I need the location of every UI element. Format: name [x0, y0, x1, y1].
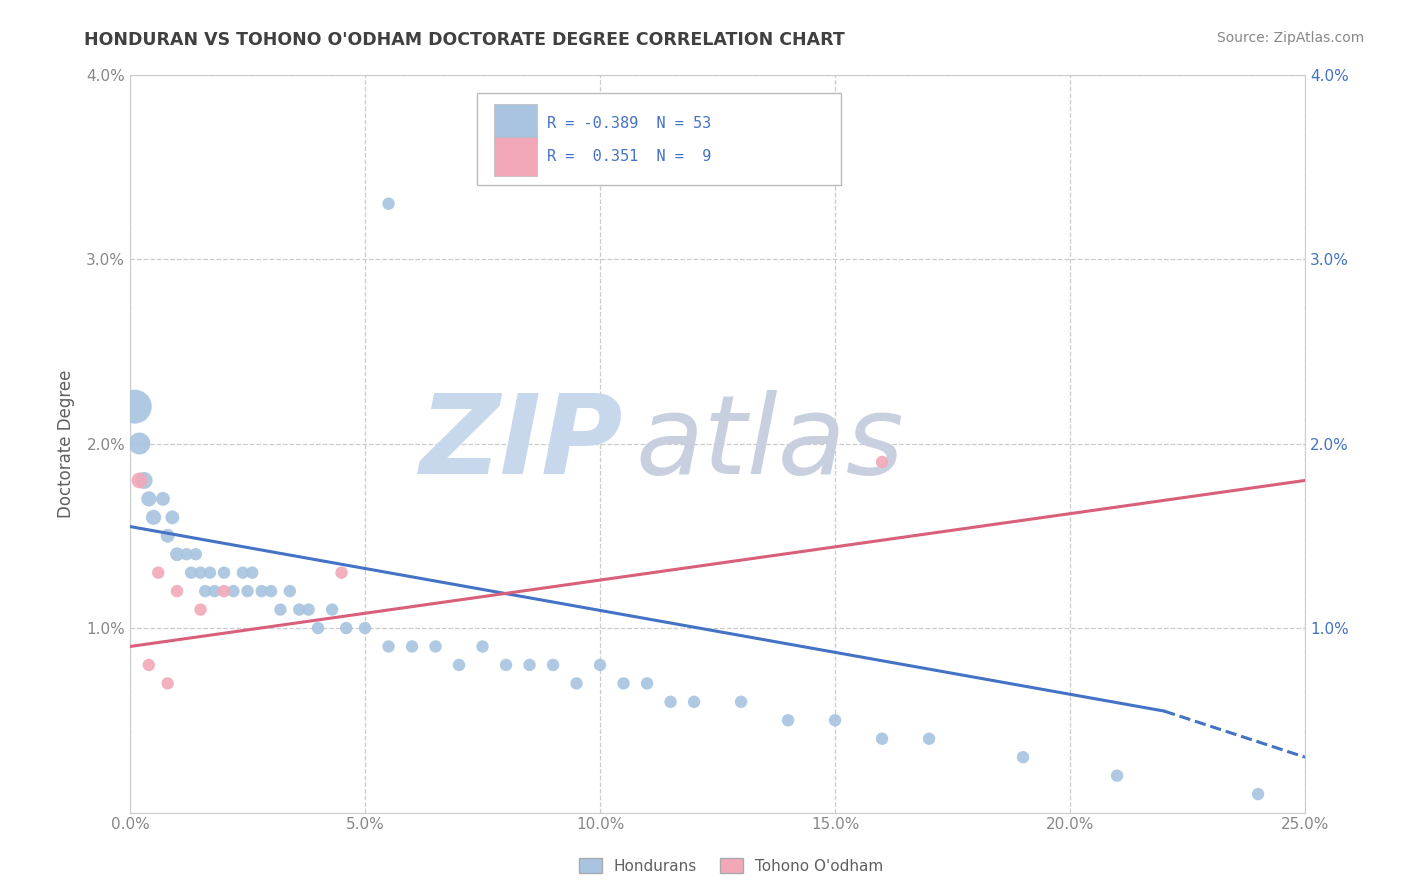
Point: [176, 547, 198, 561]
Point: [425, 640, 447, 654]
Point: [138, 657, 160, 672]
Point: [190, 566, 212, 580]
Point: [377, 196, 399, 211]
Point: [870, 455, 893, 469]
Text: R =  0.351  N =  9: R = 0.351 N = 9: [547, 149, 711, 164]
Point: [354, 621, 377, 635]
Point: [269, 602, 291, 616]
Point: [298, 602, 321, 616]
Point: [730, 695, 752, 709]
Point: [162, 510, 184, 524]
Point: [565, 676, 588, 690]
Text: R = -0.389  N = 53: R = -0.389 N = 53: [547, 116, 711, 131]
Point: [156, 676, 179, 690]
Text: ZIP: ZIP: [420, 390, 623, 497]
Point: [232, 566, 254, 580]
Point: [377, 640, 399, 654]
FancyBboxPatch shape: [477, 93, 841, 186]
Point: [222, 584, 245, 599]
Point: [190, 602, 212, 616]
Point: [180, 566, 202, 580]
Text: HONDURAN VS TOHONO O'ODHAM DOCTORATE DEGREE CORRELATION CHART: HONDURAN VS TOHONO O'ODHAM DOCTORATE DEG…: [84, 31, 845, 49]
Point: [335, 621, 357, 635]
Point: [776, 713, 799, 727]
Point: [204, 584, 226, 599]
Point: [824, 713, 846, 727]
Text: Source: ZipAtlas.com: Source: ZipAtlas.com: [1216, 31, 1364, 45]
FancyBboxPatch shape: [495, 104, 537, 143]
Point: [166, 547, 188, 561]
Point: [142, 510, 165, 524]
Point: [128, 436, 150, 450]
Point: [1012, 750, 1035, 764]
Point: [321, 602, 343, 616]
Point: [152, 491, 174, 506]
Point: [148, 566, 170, 580]
Point: [519, 657, 541, 672]
Point: [447, 657, 470, 672]
Point: [194, 584, 217, 599]
Point: [236, 584, 259, 599]
Point: [138, 491, 160, 506]
Point: [288, 602, 311, 616]
FancyBboxPatch shape: [495, 137, 537, 176]
Point: [659, 695, 682, 709]
Point: [683, 695, 706, 709]
Legend: Hondurans, Tohono O'odham: Hondurans, Tohono O'odham: [572, 852, 890, 880]
Point: [589, 657, 612, 672]
Point: [918, 731, 941, 746]
Point: [330, 566, 353, 580]
Point: [1107, 769, 1129, 783]
Point: [250, 584, 273, 599]
Point: [541, 657, 564, 672]
Point: [128, 474, 150, 488]
Point: [1247, 787, 1270, 801]
Point: [495, 657, 517, 672]
Point: [198, 566, 221, 580]
Y-axis label: Doctorate Degree: Doctorate Degree: [58, 369, 75, 517]
Point: [471, 640, 494, 654]
Point: [124, 400, 146, 414]
Point: [212, 584, 235, 599]
Point: [166, 584, 188, 599]
Point: [636, 676, 658, 690]
Point: [240, 566, 263, 580]
Point: [184, 547, 207, 561]
Point: [307, 621, 329, 635]
Point: [870, 731, 893, 746]
Point: [401, 640, 423, 654]
Point: [612, 676, 634, 690]
Point: [156, 529, 179, 543]
Point: [278, 584, 301, 599]
Text: atlas: atlas: [636, 390, 904, 497]
Point: [212, 566, 235, 580]
Point: [260, 584, 283, 599]
Point: [134, 474, 156, 488]
